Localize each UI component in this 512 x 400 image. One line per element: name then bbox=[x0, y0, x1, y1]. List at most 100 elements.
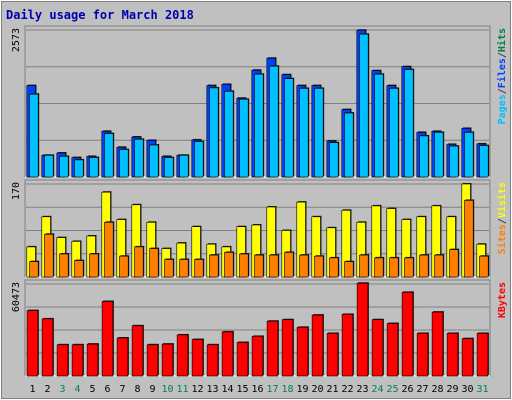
bar-sites-day-26 bbox=[404, 257, 414, 278]
bar-kbytes-day-14 bbox=[221, 331, 234, 377]
bar-kbytes-day-11 bbox=[176, 334, 189, 377]
bar-kbytes-day-15 bbox=[236, 342, 249, 377]
legend-entry: KBytes bbox=[497, 282, 508, 318]
bar-sites-day-14 bbox=[224, 252, 234, 278]
bar-kbytes-day-2 bbox=[41, 318, 54, 377]
legend-entry: Sites bbox=[496, 224, 508, 254]
x-tick-label-day-28: 28 bbox=[431, 384, 443, 395]
bar-files-day-22 bbox=[344, 112, 354, 178]
bar-kbytes-day-27 bbox=[416, 333, 429, 377]
bar-sites-day-3 bbox=[59, 253, 69, 278]
bar-sites-day-1 bbox=[29, 261, 39, 278]
bar-files-day-17 bbox=[269, 65, 279, 178]
x-tick-label-day-22: 22 bbox=[341, 384, 353, 395]
bar-files-day-8 bbox=[134, 139, 144, 178]
x-tick-label-day-3: 3 bbox=[59, 384, 65, 395]
bar-files-day-10 bbox=[164, 157, 174, 178]
bar-files-day-27 bbox=[419, 135, 429, 178]
bar-kbytes-day-28 bbox=[431, 311, 444, 377]
bar-kbytes-day-19 bbox=[296, 326, 309, 377]
bar-kbytes-day-22 bbox=[341, 314, 354, 377]
bar-sites-day-12 bbox=[194, 259, 204, 278]
legend-entry: Files bbox=[496, 58, 508, 88]
bar-kbytes-day-29 bbox=[446, 333, 459, 377]
bar-files-day-31 bbox=[479, 145, 489, 178]
bar-kbytes-day-25 bbox=[386, 323, 399, 377]
bar-sites-day-13 bbox=[209, 254, 219, 278]
x-tick-label-day-29: 29 bbox=[446, 384, 458, 395]
chart-title: Daily usage for March 2018 bbox=[6, 8, 194, 22]
panel-middle: 170 Sites/Visits bbox=[11, 179, 508, 278]
bar-kbytes-day-23 bbox=[356, 282, 369, 377]
panel-bottom-ymax-label: 60473 bbox=[11, 282, 22, 312]
bar-sites-day-9 bbox=[149, 248, 159, 278]
x-tick-label-day-8: 8 bbox=[134, 384, 140, 395]
bar-sites-day-8 bbox=[134, 246, 144, 278]
bar-files-day-2 bbox=[44, 155, 54, 178]
bar-sites-day-10 bbox=[164, 259, 174, 278]
x-tick-label-day-9: 9 bbox=[149, 384, 155, 395]
bar-files-day-14 bbox=[224, 91, 234, 178]
x-tick-label-day-14: 14 bbox=[221, 384, 233, 395]
bar-files-day-24 bbox=[374, 73, 384, 178]
bar-kbytes-day-18 bbox=[281, 319, 294, 377]
x-tick-label-day-25: 25 bbox=[386, 384, 398, 395]
bar-files-day-26 bbox=[404, 69, 414, 178]
bar-files-day-15 bbox=[239, 99, 249, 178]
bar-kbytes-day-7 bbox=[116, 337, 129, 377]
legend-entry: / bbox=[497, 218, 508, 224]
bar-sites-day-19 bbox=[299, 254, 309, 278]
legend-entry: / bbox=[497, 52, 508, 58]
x-tick-label-day-23: 23 bbox=[356, 384, 368, 395]
bar-sites-day-11 bbox=[179, 259, 189, 278]
bar-files-day-16 bbox=[254, 73, 264, 178]
legend-entry: Visits bbox=[496, 182, 508, 218]
bar-kbytes-day-16 bbox=[251, 336, 264, 377]
bar-files-day-30 bbox=[464, 132, 474, 178]
x-tick-label-day-4: 4 bbox=[74, 384, 80, 395]
bar-files-day-25 bbox=[389, 88, 399, 178]
bar-kbytes-day-20 bbox=[311, 314, 324, 377]
x-tick-label-day-15: 15 bbox=[236, 384, 248, 395]
x-tick-label-day-2: 2 bbox=[44, 384, 50, 395]
x-tick-label-day-17: 17 bbox=[266, 384, 278, 395]
bar-files-day-3 bbox=[59, 156, 69, 178]
bar-sites-day-31 bbox=[479, 255, 489, 278]
bar-kbytes-day-9 bbox=[146, 344, 159, 377]
legend-entry: Pages bbox=[497, 94, 508, 124]
x-tick-label-day-18: 18 bbox=[281, 384, 293, 395]
bar-kbytes-day-21 bbox=[326, 333, 339, 377]
bar-sites-day-15 bbox=[239, 253, 249, 278]
bar-sites-day-29 bbox=[449, 249, 459, 278]
bar-files-day-7 bbox=[119, 149, 129, 178]
bar-kbytes-day-17 bbox=[266, 320, 279, 377]
bar-kbytes-day-31 bbox=[476, 333, 489, 377]
bar-sites-day-18 bbox=[284, 252, 294, 278]
bar-sites-day-2 bbox=[44, 234, 54, 278]
x-tick-label-day-1: 1 bbox=[29, 384, 35, 395]
bar-files-day-28 bbox=[434, 132, 444, 178]
bar-files-day-13 bbox=[209, 87, 219, 178]
bar-sites-day-17 bbox=[269, 254, 279, 278]
x-tick-label-day-24: 24 bbox=[371, 384, 383, 395]
bar-sites-day-20 bbox=[314, 255, 324, 278]
bar-sites-day-23 bbox=[359, 254, 369, 278]
x-tick-label-day-12: 12 bbox=[191, 384, 203, 395]
bar-files-day-23 bbox=[359, 33, 369, 178]
bar-kbytes-day-8 bbox=[131, 325, 144, 377]
x-tick-label-day-21: 21 bbox=[326, 384, 338, 395]
panel-middle-legend: Sites/Visits bbox=[496, 182, 508, 254]
x-tick-label-day-31: 31 bbox=[476, 384, 488, 395]
bar-sites-day-30 bbox=[464, 200, 474, 278]
bar-sites-day-7 bbox=[119, 255, 129, 278]
legend-entry: Hits bbox=[496, 28, 508, 52]
bar-kbytes-day-30 bbox=[461, 338, 474, 377]
bar-sites-day-4 bbox=[74, 260, 84, 278]
bar-files-day-19 bbox=[299, 88, 309, 178]
bar-sites-day-21 bbox=[329, 257, 339, 278]
bar-kbytes-day-24 bbox=[371, 319, 384, 377]
bar-sites-day-22 bbox=[344, 261, 354, 278]
